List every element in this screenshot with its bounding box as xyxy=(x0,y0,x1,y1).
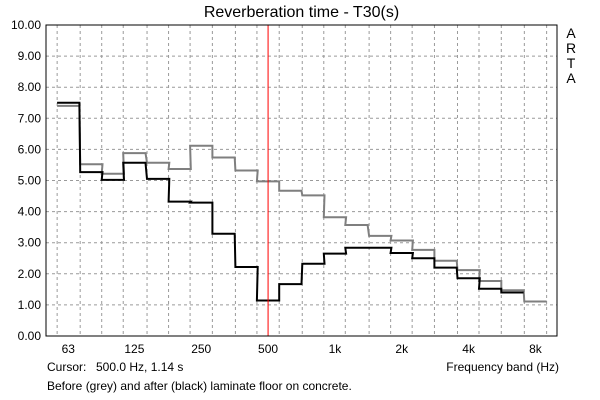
y-tick-label: 3.00 xyxy=(18,236,42,250)
x-tick-label: 1k xyxy=(329,342,343,356)
plot-frame xyxy=(45,24,558,337)
x-tick-label: 500 xyxy=(258,342,278,356)
y-tick-label: 10.00 xyxy=(11,18,41,32)
x-tick-label: 2k xyxy=(395,342,409,356)
brand-letter: R xyxy=(565,40,577,56)
brand-letter: T xyxy=(566,55,576,71)
series-after-line xyxy=(57,101,524,302)
x-tick-label: 4k xyxy=(462,342,476,356)
x-tick-label: 8k xyxy=(529,342,543,356)
chart-caption: Before (grey) and after (black) laminate… xyxy=(47,379,352,393)
y-tick-label: 4.00 xyxy=(18,205,42,219)
brand-letter: A xyxy=(566,25,576,41)
cursor-label: Cursor: xyxy=(47,360,87,374)
arta-brand: A R T A xyxy=(564,26,578,86)
y-tick-label: 9.00 xyxy=(18,49,42,63)
brand-letter: A xyxy=(566,70,576,86)
x-tick-label: 125 xyxy=(124,342,144,356)
y-tick-label: 8.00 xyxy=(18,80,42,94)
cursor-readout: 500.0 Hz, 1.14 s xyxy=(96,360,184,374)
x-tick-label: 250 xyxy=(191,342,211,356)
y-tick-label: 6.00 xyxy=(18,142,42,156)
x-axis-label: Frequency band (Hz) xyxy=(446,360,559,374)
y-tick-label: 7.00 xyxy=(18,111,42,125)
y-tick-label: 1.00 xyxy=(18,298,42,312)
y-tick-label: 5.00 xyxy=(18,174,42,188)
y-tick-label: 2.00 xyxy=(18,267,42,281)
y-tick-label: 0.00 xyxy=(18,329,42,343)
x-tick-label: 63 xyxy=(62,342,76,356)
chart-title: Reverberation time - T30(s) xyxy=(203,4,400,21)
